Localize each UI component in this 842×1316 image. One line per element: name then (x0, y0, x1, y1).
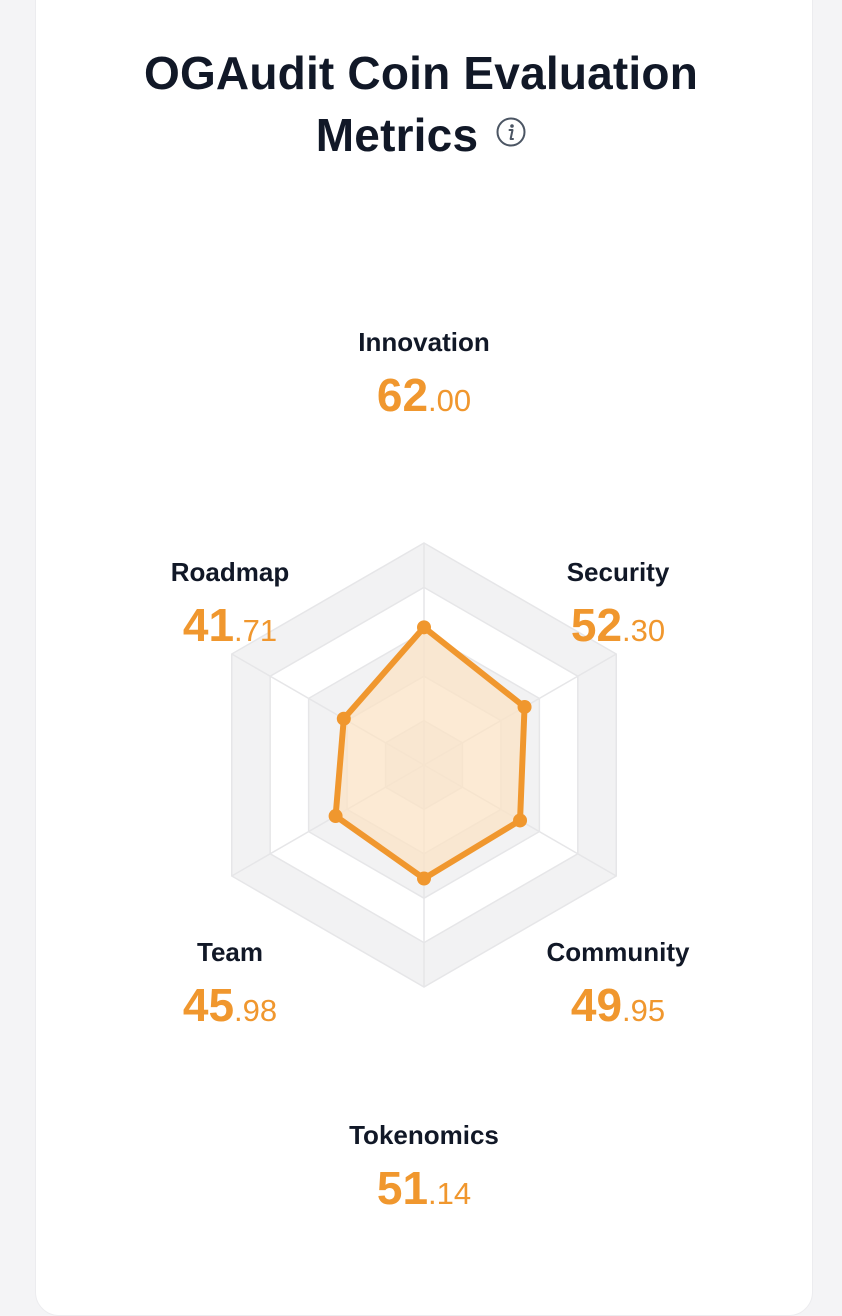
metric-dec-roadmap: .71 (234, 613, 278, 648)
metric-int-team: 45 (182, 979, 235, 1031)
metric-int-security: 52 (570, 599, 623, 651)
metric-label-security: Security (566, 557, 670, 587)
title-line-2: Metrics (0, 104, 842, 166)
card-title: OGAudit Coin Evaluation Metrics (0, 42, 842, 166)
metric-label-innovation: Innovation (358, 327, 490, 357)
metric-value-security: 52.30 (518, 600, 718, 662)
radar-chart (230, 542, 618, 988)
title-text-2: Metrics (315, 109, 479, 161)
data-point-tokenomics[interactable] (417, 871, 431, 886)
metric-dec-tokenomics: .14 (428, 1176, 472, 1211)
data-point-community[interactable] (513, 813, 528, 828)
metric-dec-innovation: .00 (428, 383, 472, 418)
metric-value-community: 49.95 (518, 980, 718, 1042)
metric-team: Team 45.98 (130, 936, 330, 1042)
metric-value-innovation: 62.00 (324, 370, 524, 432)
metric-value-tokenomics: 51.14 (324, 1163, 524, 1225)
data-point-security[interactable] (517, 699, 532, 714)
metric-int-innovation: 62 (376, 369, 429, 421)
metric-roadmap: Roadmap 41.71 (130, 556, 330, 662)
metric-int-community: 49 (570, 979, 623, 1031)
metric-int-tokenomics: 51 (376, 1162, 429, 1214)
data-point-innovation[interactable] (417, 620, 431, 635)
metric-label-community: Community (546, 937, 690, 967)
data-point-roadmap[interactable] (336, 711, 351, 726)
metric-label-roadmap: Roadmap (170, 557, 290, 587)
metric-dec-security: .30 (622, 613, 666, 648)
metric-dec-community: .95 (622, 993, 666, 1028)
metric-dec-team: .98 (234, 993, 278, 1028)
info-icon[interactable] (496, 117, 526, 147)
metric-tokenomics: Tokenomics 51.14 (324, 1119, 524, 1225)
metric-value-team: 45.98 (130, 980, 330, 1042)
metric-security: Security 52.30 (518, 556, 718, 662)
radar-series (328, 620, 532, 886)
metric-label-tokenomics: Tokenomics (349, 1120, 499, 1150)
title-line-1: OGAudit Coin Evaluation (143, 47, 699, 99)
metric-innovation: Innovation 62.00 (324, 326, 524, 432)
metric-community: Community 49.95 (518, 936, 718, 1042)
metric-int-roadmap: 41 (182, 599, 235, 651)
metric-value-roadmap: 41.71 (130, 600, 330, 662)
data-point-team[interactable] (328, 809, 343, 824)
metric-label-team: Team (197, 937, 263, 967)
